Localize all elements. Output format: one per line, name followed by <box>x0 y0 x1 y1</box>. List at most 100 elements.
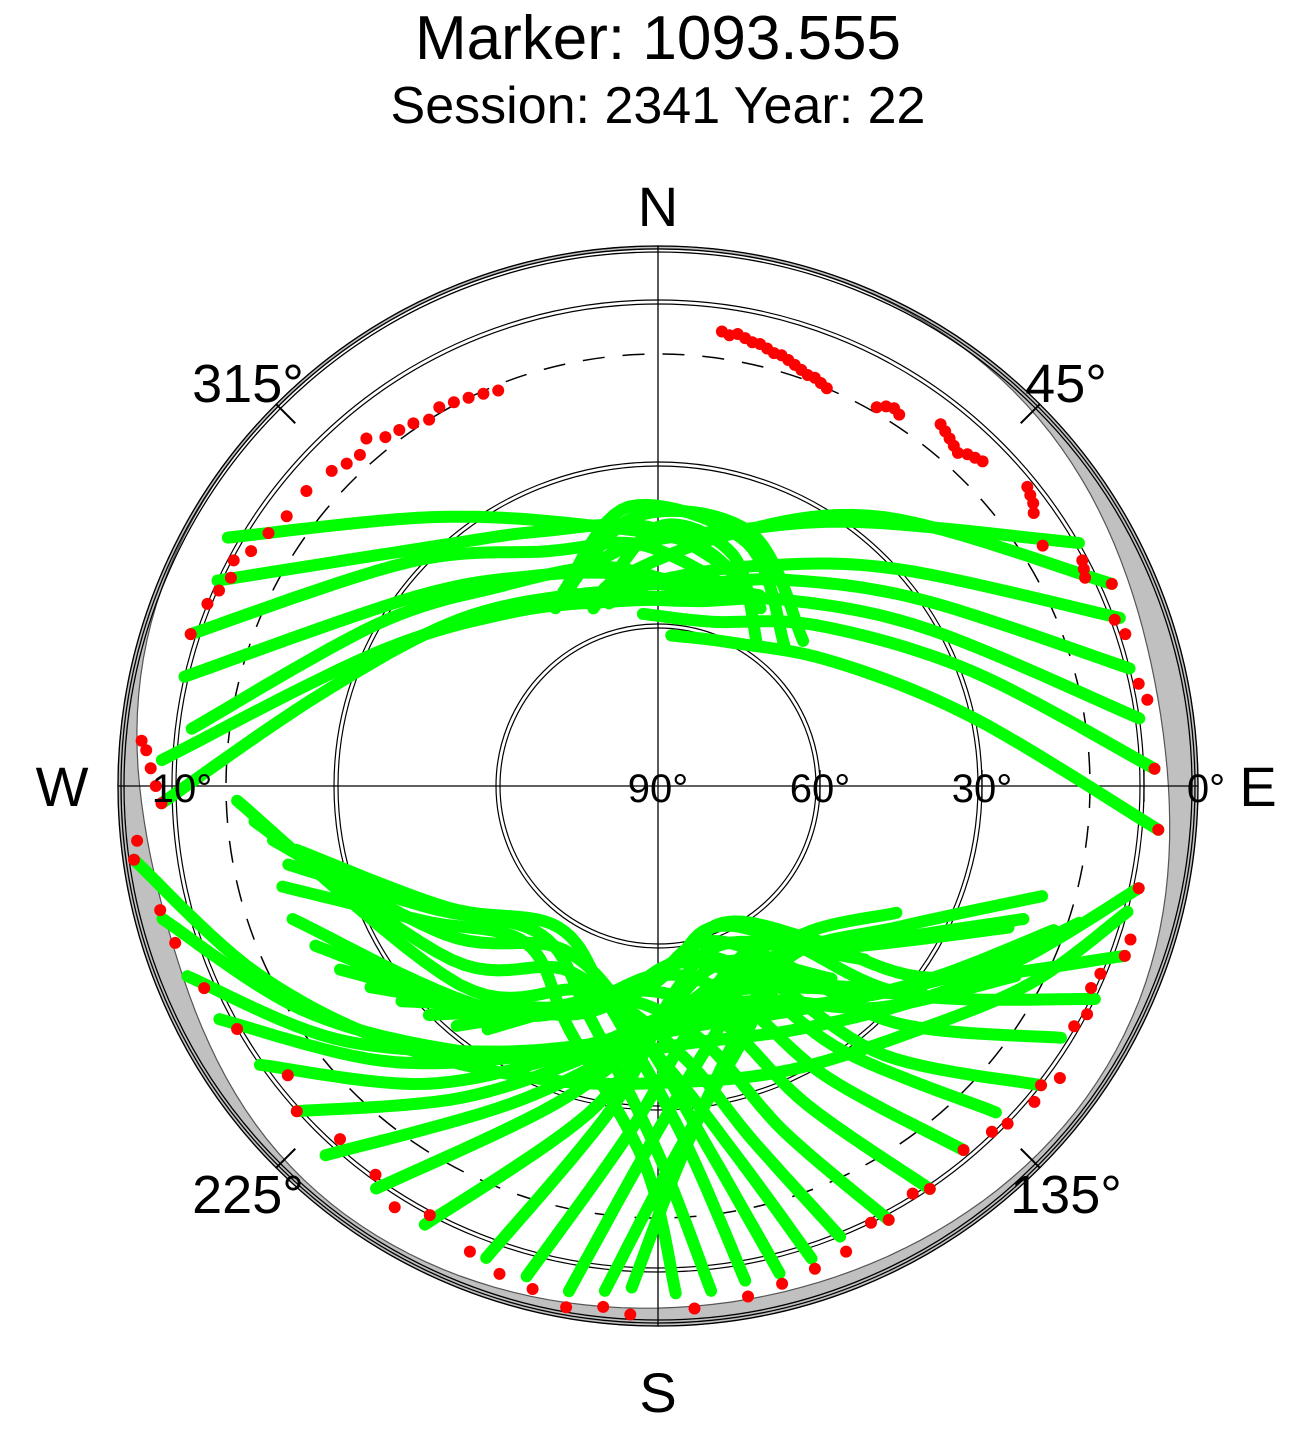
flagged-point-68 <box>526 1283 539 1295</box>
flagged-point-66 <box>597 1300 610 1313</box>
elevation-label-minus10: 10° <box>152 767 213 811</box>
satellite-track-36 <box>231 794 847 1243</box>
flagged-point-65 <box>624 1308 637 1321</box>
flagged-point-94 <box>262 527 275 540</box>
flagged-point-47 <box>1085 982 1098 994</box>
flagged-point-80 <box>154 904 167 917</box>
flagged-point-101 <box>379 431 392 444</box>
flagged-observations <box>128 325 1165 1321</box>
flagged-point-58 <box>882 1213 895 1226</box>
flagged-point-15 <box>820 382 833 395</box>
flagged-point-105 <box>433 401 446 414</box>
flagged-point-79 <box>169 936 182 949</box>
flagged-point-60 <box>840 1245 853 1258</box>
flagged-point-16 <box>870 401 883 414</box>
azimuth-tick-135 <box>1020 1148 1041 1169</box>
flagged-point-106 <box>447 396 460 409</box>
flagged-point-64 <box>688 1302 701 1315</box>
flagged-point-56 <box>923 1182 936 1195</box>
azimuth-label-315: 315° <box>192 354 304 414</box>
flagged-point-84 <box>149 780 162 792</box>
flagged-point-73 <box>369 1168 382 1181</box>
flagged-point-95 <box>280 510 293 523</box>
azimuth-label-45: 45° <box>1025 354 1107 414</box>
direction-label-south: S <box>639 1361 676 1424</box>
satellite-tracks <box>128 498 1165 1300</box>
flagged-point-97 <box>325 464 338 477</box>
flagged-point-98 <box>340 457 353 470</box>
chart-title: Marker: 1093.555 <box>415 4 901 73</box>
flagged-point-39 <box>1132 677 1145 690</box>
flagged-point-81 <box>128 853 140 866</box>
flagged-point-57 <box>906 1187 919 1200</box>
flagged-point-41 <box>1148 762 1161 775</box>
flagged-point-104 <box>423 413 436 426</box>
flagged-point-76 <box>281 1069 294 1082</box>
flagged-point-27 <box>976 455 989 468</box>
direction-label-north: N <box>638 175 678 238</box>
flagged-point-109 <box>492 384 505 397</box>
flagged-point-75 <box>290 1105 303 1118</box>
azimuth-tick-315 <box>275 403 296 424</box>
flagged-point-53 <box>1001 1117 1014 1130</box>
elevation-label-60: 60° <box>790 767 851 811</box>
flagged-point-38 <box>1119 628 1132 641</box>
flagged-point-62 <box>776 1277 789 1290</box>
flagged-point-99 <box>353 448 366 461</box>
flagged-point-77 <box>231 1023 244 1035</box>
flagged-point-63 <box>742 1290 754 1303</box>
satellite-track-14 <box>625 592 1146 725</box>
flagged-point-93 <box>245 545 258 558</box>
satellite-track-11 <box>574 515 1085 579</box>
satellite-track-15 <box>636 607 1161 775</box>
flagged-point-67 <box>560 1301 573 1314</box>
flagged-point-70 <box>463 1245 476 1258</box>
flagged-point-55 <box>957 1144 970 1156</box>
direction-label-west: W <box>36 755 89 818</box>
flagged-point-102 <box>393 424 406 436</box>
azimuth-tick-45 <box>1020 403 1041 424</box>
flagged-point-103 <box>407 417 420 430</box>
flagged-point-46 <box>1094 967 1107 980</box>
azimuth-label-225: 225° <box>192 1165 304 1225</box>
flagged-point-108 <box>477 387 490 400</box>
chart-subtitle: Session: 2341 Year: 22 <box>390 77 926 135</box>
flagged-point-107 <box>462 391 475 404</box>
flagged-point-35 <box>1079 571 1092 584</box>
flagged-point-19 <box>893 408 906 421</box>
flagged-point-96 <box>300 485 313 497</box>
satellite-track-44 <box>481 915 1131 1036</box>
flagged-point-32 <box>1036 539 1049 552</box>
satellite-track-13 <box>616 573 1136 675</box>
satellite-track-34 <box>267 834 786 1280</box>
elevation-grid <box>117 245 1199 1327</box>
flagged-point-71 <box>423 1209 436 1222</box>
flagged-point-50 <box>1053 1072 1066 1084</box>
flagged-point-37 <box>1108 613 1121 626</box>
flagged-point-86 <box>140 744 153 757</box>
flagged-point-61 <box>808 1262 821 1275</box>
flagged-point-52 <box>1028 1095 1041 1108</box>
flagged-point-69 <box>493 1267 506 1280</box>
flagged-point-100 <box>360 432 373 445</box>
flagged-point-45 <box>1118 949 1131 962</box>
elevation-label-30: 30° <box>952 767 1013 811</box>
flagged-point-30 <box>1027 497 1040 510</box>
satellite-track-43 <box>450 919 1101 1032</box>
flagged-point-83 <box>155 797 168 810</box>
direction-label-east: E <box>1239 755 1276 818</box>
flagged-point-42 <box>1152 823 1165 836</box>
flagged-point-82 <box>131 834 144 847</box>
flagged-point-85 <box>144 762 157 775</box>
flagged-point-44 <box>1124 933 1137 946</box>
elevation-label-90: 90° <box>628 767 689 811</box>
flagged-point-90 <box>213 584 225 597</box>
flagged-point-88 <box>184 628 197 641</box>
flagged-point-92 <box>227 554 240 567</box>
flagged-point-59 <box>865 1216 877 1229</box>
flagged-point-74 <box>334 1133 346 1146</box>
elevation-label-0: 0° <box>1187 767 1225 811</box>
satellite-track-16 <box>665 629 1165 836</box>
flagged-point-49 <box>1068 1020 1081 1033</box>
